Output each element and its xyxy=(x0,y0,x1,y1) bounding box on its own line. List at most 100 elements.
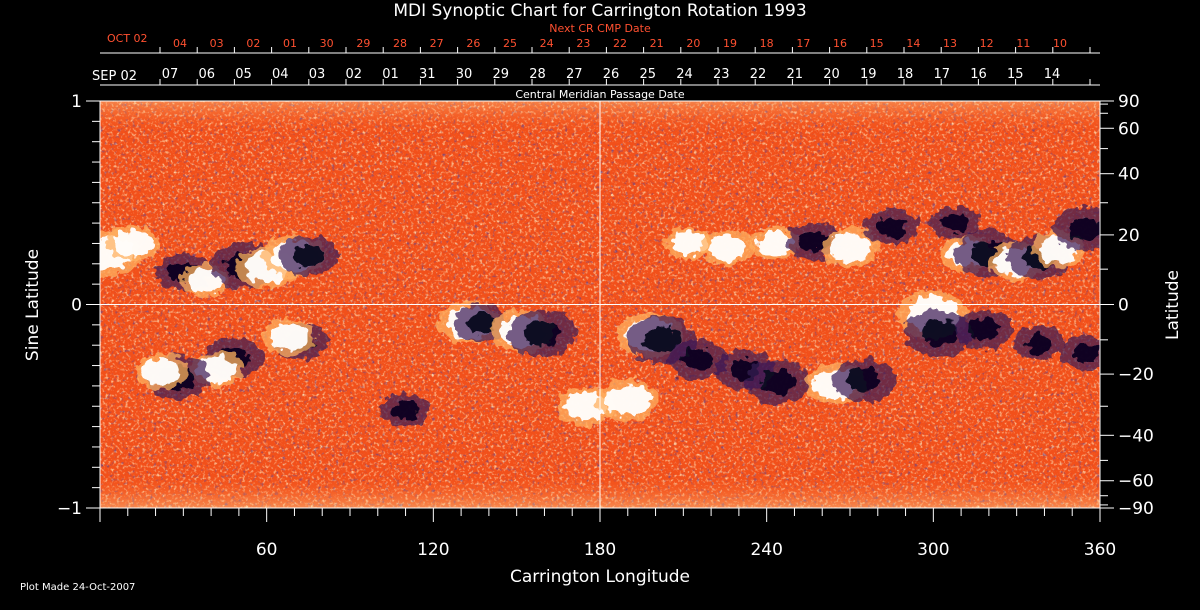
x-tick-label: 240 xyxy=(750,540,782,560)
cmp-axis-title: Central Meridian Passage Date xyxy=(515,88,684,101)
y-axis-left-ticks xyxy=(86,100,100,509)
positive-flux-region xyxy=(828,233,872,262)
top-axis-date-label: 27 xyxy=(430,37,444,50)
x-tick-label: 360 xyxy=(1084,540,1116,560)
y-axis-label-right: Latitude xyxy=(1163,270,1183,340)
negative-flux-region xyxy=(846,368,881,392)
top-axis-date-label: 16 xyxy=(970,67,987,82)
top-axis-date-label: 28 xyxy=(529,67,546,82)
cmp-axis-ticks xyxy=(100,79,1100,86)
x-tick-label: 120 xyxy=(417,540,449,560)
top-axis-date-label: 01 xyxy=(283,37,297,50)
positive-flux-region xyxy=(269,323,309,351)
top-axis-date-label: 24 xyxy=(676,67,693,82)
top-axis-date-label: 15 xyxy=(870,37,884,50)
top-axis-date-label: 25 xyxy=(639,67,656,82)
y-axis-label-left: Sine Latitude xyxy=(23,249,43,361)
negative-flux-region xyxy=(292,244,325,267)
top-axis-date-label: 30 xyxy=(456,67,473,82)
top-axis-date-label: 06 xyxy=(198,67,215,82)
top-axis-date-label: 02 xyxy=(246,37,260,50)
negative-flux-region xyxy=(942,214,970,233)
negative-flux-region xyxy=(920,320,958,346)
cmp-date-labels: 07 06 05 04 03 02 01 31 30 29 28 27 26 25 24 23 22 21 20 19… xyxy=(162,67,1061,82)
top-axis-date-label: 24 xyxy=(540,37,554,50)
top-axis-date-label: 18 xyxy=(897,67,914,82)
top-axis-date-label: 14 xyxy=(906,37,920,50)
top-axis-date-label: 22 xyxy=(750,67,767,82)
top-axis-date-label: 14 xyxy=(1044,67,1061,82)
top-axis-date-label: 20 xyxy=(686,37,700,50)
negative-flux-region xyxy=(392,401,420,420)
top-axis-date-label: 01 xyxy=(382,67,399,82)
top-axis-date-label: 21 xyxy=(650,37,664,50)
positive-flux-region xyxy=(670,231,707,256)
x-tick-label: 180 xyxy=(584,540,616,560)
top-axis-date-label: 12 xyxy=(980,37,994,50)
plot-made-date: Plot Made 24-Oct-2007 xyxy=(20,582,135,593)
x-tick-label: 60 xyxy=(256,540,278,560)
top-axis-date-label: 07 xyxy=(162,67,179,82)
top-axis-date-label: 25 xyxy=(503,37,517,50)
top-axis-date-label: 11 xyxy=(1016,37,1030,50)
top-axis-date-label: 19 xyxy=(860,67,877,82)
top-axis-date-label: 04 xyxy=(173,37,187,50)
top-axis-date-label: 29 xyxy=(492,67,509,82)
y-right-tick-label: −90 xyxy=(1118,499,1154,519)
negative-flux-region xyxy=(1072,344,1100,363)
active-regions xyxy=(100,206,1100,428)
y-right-tick-label: 60 xyxy=(1118,119,1140,139)
x-tick-label: 300 xyxy=(917,540,949,560)
top-axis-date-label: 10 xyxy=(1053,37,1067,50)
top-axis-date-label: 03 xyxy=(309,67,326,82)
top-axis-date-label: 20 xyxy=(823,67,840,82)
negative-flux-region xyxy=(967,318,1000,340)
top-axis-date-label: 22 xyxy=(613,37,627,50)
y-right-tick-label: 40 xyxy=(1118,165,1140,185)
top-axis-date-label: 26 xyxy=(603,67,620,82)
positive-flux-region xyxy=(708,234,748,261)
x-axis-ticks xyxy=(99,508,1101,522)
next-cmp-first-label: OCT 02 xyxy=(107,32,148,45)
cmp-first-label: SEP 02 xyxy=(92,69,137,84)
top-axis-date-label: 31 xyxy=(419,67,436,82)
negative-flux-region xyxy=(876,217,907,238)
top-axis-date-label: 23 xyxy=(576,37,590,50)
y-left-tick-label: 1 xyxy=(71,92,82,112)
negative-flux-region xyxy=(760,370,795,394)
negative-flux-region xyxy=(465,312,496,333)
top-axis-date-label: 05 xyxy=(235,67,252,82)
x-axis-tick-labels: 60 120 180 240 300 360 xyxy=(256,540,1116,560)
y-right-tick-label: 0 xyxy=(1118,296,1129,316)
y-left-tick-label: −1 xyxy=(57,499,82,519)
positive-flux-region xyxy=(757,231,793,256)
negative-flux-region xyxy=(1025,334,1053,353)
top-axis-date-label: 17 xyxy=(796,37,810,50)
chart-title: MDI Synoptic Chart for Carrington Rotati… xyxy=(393,1,806,21)
y-axis-right-tick-labels: 90 60 40 20 0 −20 −40 −60 −90 xyxy=(1118,92,1154,519)
y-right-tick-label: −20 xyxy=(1118,365,1154,385)
y-axis-right-ticks xyxy=(1100,100,1114,509)
x-axis-label: Carrington Longitude xyxy=(510,567,690,587)
negative-flux-region xyxy=(681,348,714,371)
positive-flux-region xyxy=(564,391,608,421)
top-axis-date-label: 03 xyxy=(210,37,224,50)
negative-flux-region xyxy=(642,326,680,352)
y-right-tick-label: 90 xyxy=(1118,92,1140,112)
positive-flux-region xyxy=(604,384,651,416)
negative-flux-region xyxy=(799,231,829,252)
negative-flux-region xyxy=(1069,217,1100,241)
top-axis-date-label: 23 xyxy=(713,67,730,82)
y-right-tick-label: 20 xyxy=(1118,226,1140,246)
top-axis-date-label: 16 xyxy=(833,37,847,50)
top-axis-date-label: 29 xyxy=(356,37,370,50)
next-cmp-axis-ticks xyxy=(100,47,1100,54)
top-axis-date-label: 13 xyxy=(943,37,957,50)
top-axis-date-label: 19 xyxy=(723,37,737,50)
y-axis-left-tick-labels: 1 0 −1 xyxy=(57,92,82,519)
top-axis-date-label: 02 xyxy=(345,67,362,82)
y-right-tick-label: −40 xyxy=(1118,426,1154,446)
top-axis-date-label: 18 xyxy=(760,37,774,50)
positive-flux-region xyxy=(113,230,153,257)
